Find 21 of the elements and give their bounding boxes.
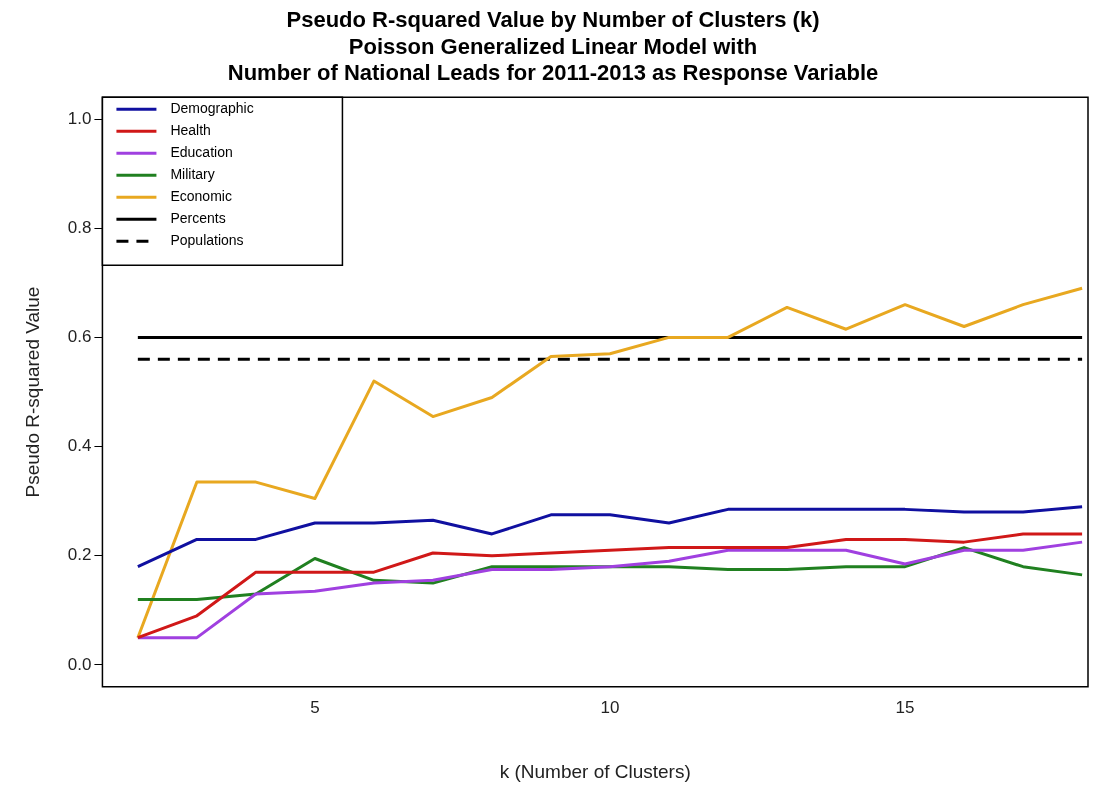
text: Poisson Generalized Linear Model with <box>348 33 758 59</box>
y-tick-label: 0.8 <box>67 217 92 237</box>
legend-label: Percents <box>170 210 226 227</box>
legend-label: Health <box>170 122 211 139</box>
y-tick-label: 1.0 <box>67 108 92 128</box>
text: Number of National Leads for 2011-2013 as Response Variable <box>227 60 879 86</box>
y-axis-title: Pseudo R-squared Value <box>21 286 43 498</box>
legend-label: Military <box>170 166 215 183</box>
legend-label: Demographic <box>170 100 254 117</box>
x-tick-label: 15 <box>895 697 915 717</box>
y-tick-label: 0.0 <box>67 654 92 674</box>
y-tick-label: 0.2 <box>67 545 92 565</box>
y-tick-label: 0.4 <box>67 436 92 456</box>
legend-label: Populations <box>170 232 244 249</box>
x-axis-title: k (Number of Clusters) <box>499 760 691 782</box>
x-tick-label: 5 <box>310 697 320 717</box>
text: Pseudo R-squared Value by Number of Clusters (k) <box>286 7 820 33</box>
x-tick-label: 10 <box>600 697 620 717</box>
legend-label: Education <box>170 144 233 161</box>
legend-label: Economic <box>170 188 232 205</box>
y-tick-label: 0.6 <box>67 327 92 347</box>
